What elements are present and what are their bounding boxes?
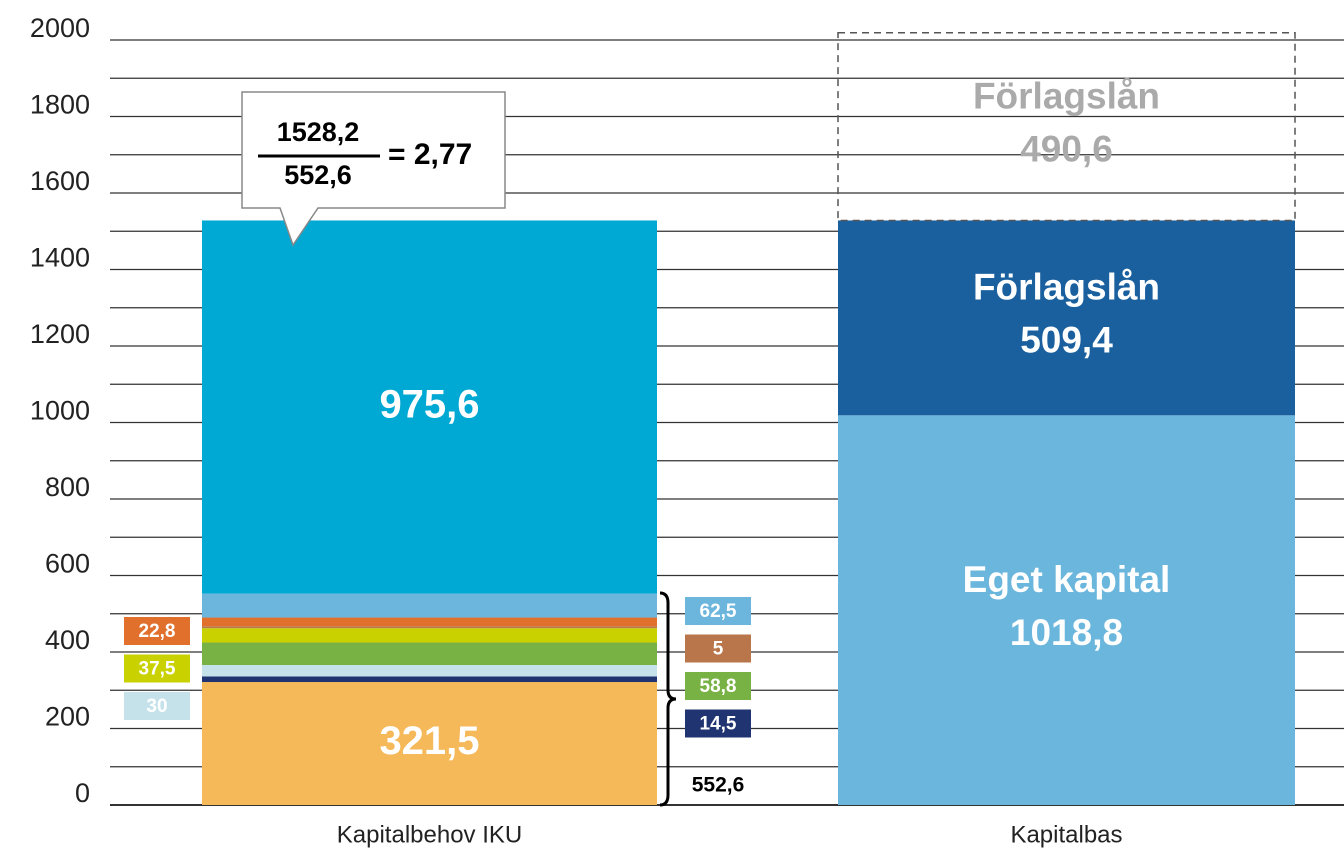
bar-segment: [202, 626, 657, 629]
value-label: 37,5: [139, 659, 176, 680]
bar-segment: [838, 220, 1295, 416]
x-tick-label: Kapitalbas: [1010, 821, 1122, 848]
bar-segment: [202, 593, 657, 618]
value-label: 5: [713, 639, 724, 660]
bar-segment: [838, 415, 1295, 805]
y-tick-label: 1800: [30, 90, 90, 120]
bar-segment: [202, 665, 657, 677]
label-box: [124, 654, 190, 683]
brace-shape: [659, 591, 677, 807]
value-label: 62,5: [700, 601, 737, 622]
callout-box: [241, 91, 506, 247]
bar-segment: [202, 617, 657, 627]
y-tick-label: 400: [45, 625, 90, 655]
bar-segment: [202, 676, 657, 683]
bar-segment: [837, 32, 1296, 222]
label-box: [124, 617, 190, 645]
numerator: 1528,2: [277, 117, 360, 147]
value-label: 321,5: [379, 719, 479, 763]
x-tick-label: Kapitalbehov IKU: [337, 821, 522, 848]
brace-total: 552,6: [692, 774, 745, 797]
value-label: 975,6: [379, 383, 479, 427]
label-box: [685, 634, 751, 663]
label-box: [685, 597, 751, 625]
segment-name: Förlagslån: [973, 75, 1160, 116]
ratio-result: = 2,77: [388, 138, 472, 171]
value-label: 509,4: [1020, 320, 1113, 361]
label-box: [124, 692, 190, 720]
label-box: [685, 709, 751, 738]
y-tick-label: 1200: [30, 319, 90, 349]
labels: Kapitalbehov IKU Kapitalbas 321,5 14,5 30 58,…: [124, 75, 1170, 848]
value-label: 1018,8: [1010, 612, 1123, 653]
y-tick-label: 2000: [30, 13, 90, 43]
value-label: 22,8: [139, 621, 176, 642]
y-tick-label: 1400: [30, 243, 90, 273]
bar-segment: [202, 628, 657, 643]
value-label: 30: [146, 696, 167, 717]
value-label: 58,8: [700, 676, 737, 697]
y-tick-label: 1600: [30, 166, 90, 196]
segment-name: Förlagslån: [973, 267, 1160, 308]
value-label: 490,6: [1020, 128, 1113, 169]
y-tick-label: 0: [75, 778, 90, 808]
y-tick-label: 600: [45, 549, 90, 579]
value-label: 14,5: [700, 714, 737, 735]
denominator: 552,6: [284, 160, 352, 190]
segment-name: Eget kapital: [963, 559, 1171, 600]
bar-segment: [202, 682, 657, 805]
label-box: [685, 672, 751, 700]
y-tick-label: 1000: [30, 396, 90, 426]
callout: 1528,2 552,6 = 2,77: [241, 91, 506, 247]
y-tick-label: 200: [45, 702, 90, 732]
y-tick-label: 800: [45, 472, 90, 502]
bars: [202, 32, 1296, 805]
bar-segment: [202, 220, 657, 594]
brace: 552,6: [659, 591, 745, 807]
bar-segment: [202, 642, 657, 666]
